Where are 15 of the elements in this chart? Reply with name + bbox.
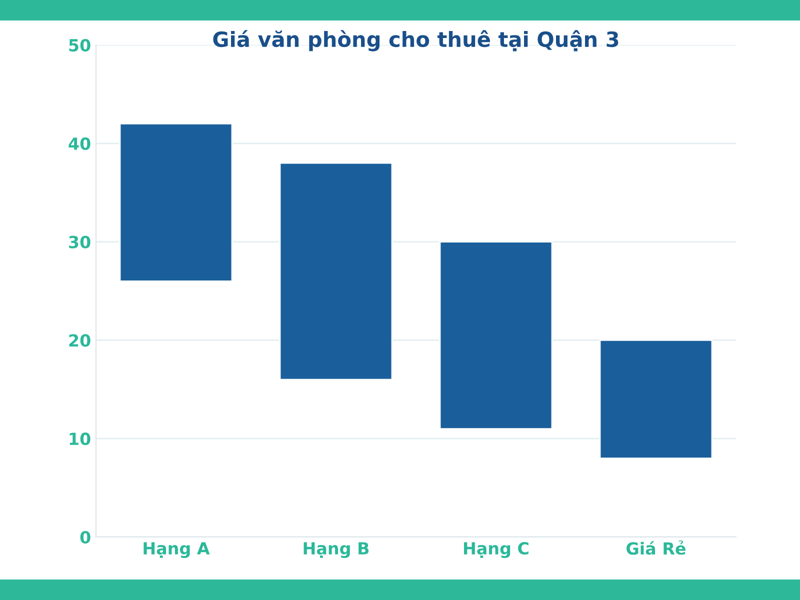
y-tick-label: 40 [68,137,90,150]
bar [599,340,713,459]
y-tick-label: 10 [70,432,90,446]
y-tick-label: 30 [69,236,90,248]
y-tick-label: 20 [69,334,90,347]
y-tick-label: 0 [80,530,90,544]
chart-title: Giá văn phòng cho thuê tại Quận 3 [213,30,618,52]
bar [279,162,393,380]
x-tick-label: Hạng C [464,542,528,558]
y-tick-label: 50 [69,38,90,52]
x-tick-label: Hạng A [144,542,210,558]
bar [439,241,553,430]
x-tick-label: Hạng B [304,542,369,558]
x-tick-label: Giá Rẻ [626,540,686,555]
bar [119,123,233,282]
